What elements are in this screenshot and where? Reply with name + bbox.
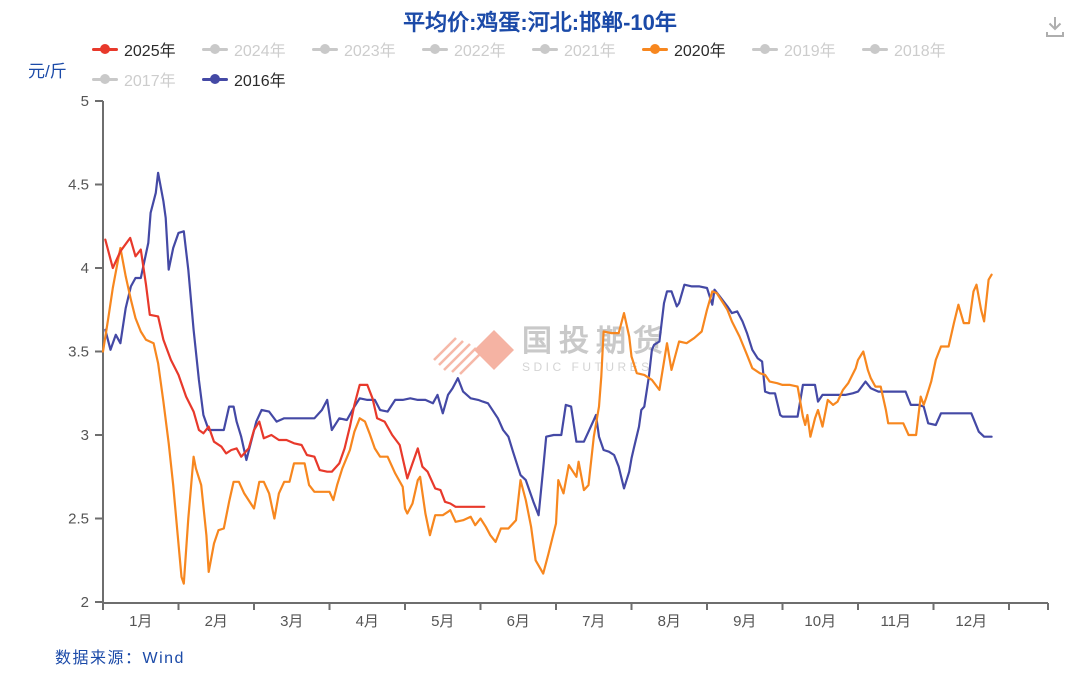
x-axis-month-label: 4月 <box>356 613 379 630</box>
page-title: 平均价:鸡蛋:河北:邯郸-10年 <box>403 10 677 35</box>
y-axis-tick-label: 4 <box>81 260 89 277</box>
legend-marker-icon <box>202 74 228 84</box>
y-axis-tick-label: 3.5 <box>68 344 89 361</box>
legend-marker-icon <box>532 44 558 54</box>
y-axis-tick-label: 3 <box>81 427 89 444</box>
legend-item-2025[interactable]: 2025年 <box>92 34 194 64</box>
x-axis-month-label: 7月 <box>582 613 605 630</box>
legend-marker-icon <box>642 44 668 54</box>
legend-item-2017[interactable]: 2017年 <box>92 64 194 94</box>
x-axis-month-label: 6月 <box>507 613 530 630</box>
legend-label: 2020年 <box>674 43 726 60</box>
legend-label: 2021年 <box>564 43 616 60</box>
download-icon[interactable] <box>1040 12 1070 42</box>
legend-marker-icon <box>422 44 448 54</box>
legend-label: 2017年 <box>124 73 176 90</box>
x-axis-month-label: 5月 <box>431 613 454 630</box>
y-axis-tick-label: 5 <box>81 93 89 110</box>
x-axis-month-label: 8月 <box>658 613 681 630</box>
y-axis-unit-label: 元/斤 <box>28 62 67 81</box>
legend-marker-icon <box>92 44 118 54</box>
x-axis-month-label: 10月 <box>804 613 836 630</box>
legend-label: 2022年 <box>454 43 506 60</box>
legend-marker-icon <box>92 74 118 84</box>
legend-label: 2025年 <box>124 43 176 60</box>
legend-label: 2019年 <box>784 43 836 60</box>
legend-item-2023[interactable]: 2023年 <box>312 34 414 64</box>
x-axis-month-label: 9月 <box>733 613 756 630</box>
y-axis-tick-label: 4.5 <box>68 177 89 194</box>
legend-item-2019[interactable]: 2019年 <box>752 34 854 64</box>
legend-item-2020[interactable]: 2020年 <box>642 34 744 64</box>
legend: 2025年 2024年 2023年 2022年 2021年 2020年 2019年 2018年… <box>92 34 987 94</box>
y-axis-tick-label: 2 <box>81 594 89 611</box>
legend-label: 2023年 <box>344 43 396 60</box>
legend-item-2022[interactable]: 2022年 <box>422 34 524 64</box>
x-axis-month-label: 2月 <box>205 613 228 630</box>
x-axis-month-label: 11月 <box>880 613 911 630</box>
legend-label: 2024年 <box>234 43 286 60</box>
legend-marker-icon <box>202 44 228 54</box>
legend-label: 2016年 <box>234 73 286 90</box>
legend-item-2018[interactable]: 2018年 <box>862 34 964 64</box>
legend-item-2024[interactable]: 2024年 <box>202 34 304 64</box>
legend-item-2021[interactable]: 2021年 <box>532 34 634 64</box>
series-line-2025 <box>104 236 486 508</box>
x-axis-month-label: 12月 <box>955 613 987 630</box>
legend-marker-icon <box>312 44 338 54</box>
legend-marker-icon <box>752 44 778 54</box>
y-axis-tick-label: 2.5 <box>68 511 89 528</box>
series-line-2016 <box>104 171 993 517</box>
data-source-note: 数据来源：Wind <box>55 650 185 667</box>
x-axis-month-label: 3月 <box>280 613 303 630</box>
series-line-2020 <box>101 246 993 585</box>
x-axis-month-label: 1月 <box>129 613 152 630</box>
legend-item-2016[interactable]: 2016年 <box>202 64 304 94</box>
legend-label: 2018年 <box>894 43 946 60</box>
legend-marker-icon <box>862 44 888 54</box>
